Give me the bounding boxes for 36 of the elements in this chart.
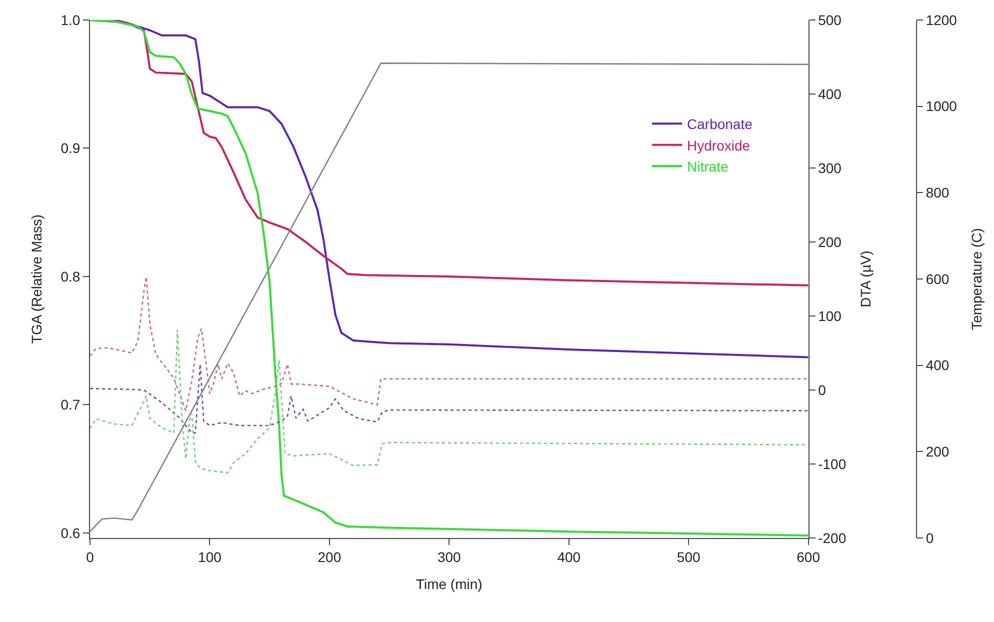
- x-tick-label: 0: [86, 548, 94, 565]
- x-tick-label: 400: [557, 548, 581, 565]
- legend-label: Hydroxide: [687, 137, 750, 154]
- x-tick-label: 200: [318, 548, 342, 565]
- y2-tick-label: 500: [818, 12, 842, 28]
- y3-tick-label: 0: [926, 530, 934, 546]
- x-tick-label: 300: [437, 548, 462, 565]
- y2-tick-label: -100: [818, 456, 846, 472]
- y3-tick-label: 400: [926, 357, 950, 374]
- y-tick-label: 0.6: [60, 524, 80, 541]
- y3-axis-title: Temperature (C): [968, 228, 984, 330]
- y-tick-label: 1.0: [60, 12, 80, 28]
- y-tick-label: 0.7: [60, 396, 80, 413]
- line-series: [90, 363, 808, 434]
- y2-tick-label: 100: [818, 308, 842, 324]
- line-series: [90, 276, 808, 412]
- legend-label: Nitrate: [687, 158, 728, 175]
- y-tick-label: 0.9: [60, 140, 80, 156]
- y3-tick-label: 1000: [926, 98, 958, 114]
- y2-axis-title: DTA (µV): [858, 250, 874, 308]
- y2-tick-label: -200: [818, 530, 846, 546]
- y2-tick-label: 0: [818, 382, 826, 398]
- x-tick-label: 600: [796, 548, 820, 565]
- x-axis-title: Time (min): [416, 576, 482, 592]
- y3-tick-label: 200: [926, 444, 950, 460]
- y3-tick-label: 1200: [926, 12, 958, 28]
- y3-tick-label: 800: [926, 184, 950, 201]
- y2-tick-label: 200: [818, 234, 842, 250]
- legend-label: Carbonate: [687, 116, 753, 132]
- y2-tick-label: 300: [818, 160, 842, 176]
- y2-tick-label: 400: [818, 86, 842, 102]
- y-axis-title: TGA (Relative Mass): [28, 214, 44, 344]
- y-tick-label: 0.8: [60, 268, 80, 284]
- y3-tick-label: 600: [926, 270, 950, 287]
- x-tick-label: 100: [198, 548, 222, 565]
- x-tick-label: 500: [676, 548, 700, 565]
